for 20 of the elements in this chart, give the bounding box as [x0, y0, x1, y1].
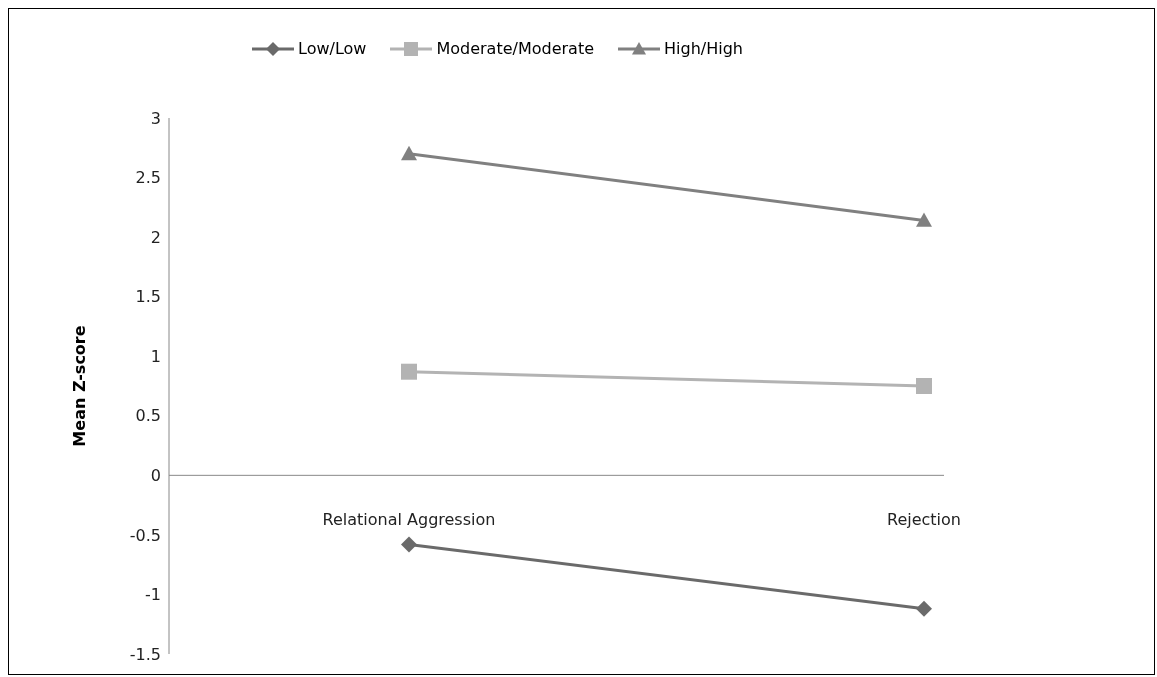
point [916, 378, 932, 394]
x-tick-label: Rejection [887, 510, 961, 529]
y-tick-label: -0.5 [129, 525, 161, 545]
legend-label: High/High [664, 39, 743, 58]
y-tick-label: -1.5 [129, 644, 161, 664]
legend-label: Moderate/Moderate [436, 39, 595, 58]
y-axis-title: Mean Z-score [69, 325, 89, 447]
y-tick-label: 3 [150, 108, 161, 128]
y-tick-label: 1.5 [135, 287, 161, 307]
y-tick-label: 0.5 [135, 406, 161, 426]
x-tick-label: Relational Aggression [322, 510, 496, 529]
y-tick-label: 0 [150, 466, 161, 486]
legend-label: Low/Low [298, 39, 367, 58]
point [916, 600, 932, 617]
point [401, 536, 417, 553]
y-tick-label: 2 [150, 227, 161, 247]
y-tick-label: 1 [150, 346, 161, 366]
y-tick-label: 2.5 [135, 168, 161, 188]
y-tick-label: -1 [145, 585, 161, 605]
point [401, 363, 417, 380]
